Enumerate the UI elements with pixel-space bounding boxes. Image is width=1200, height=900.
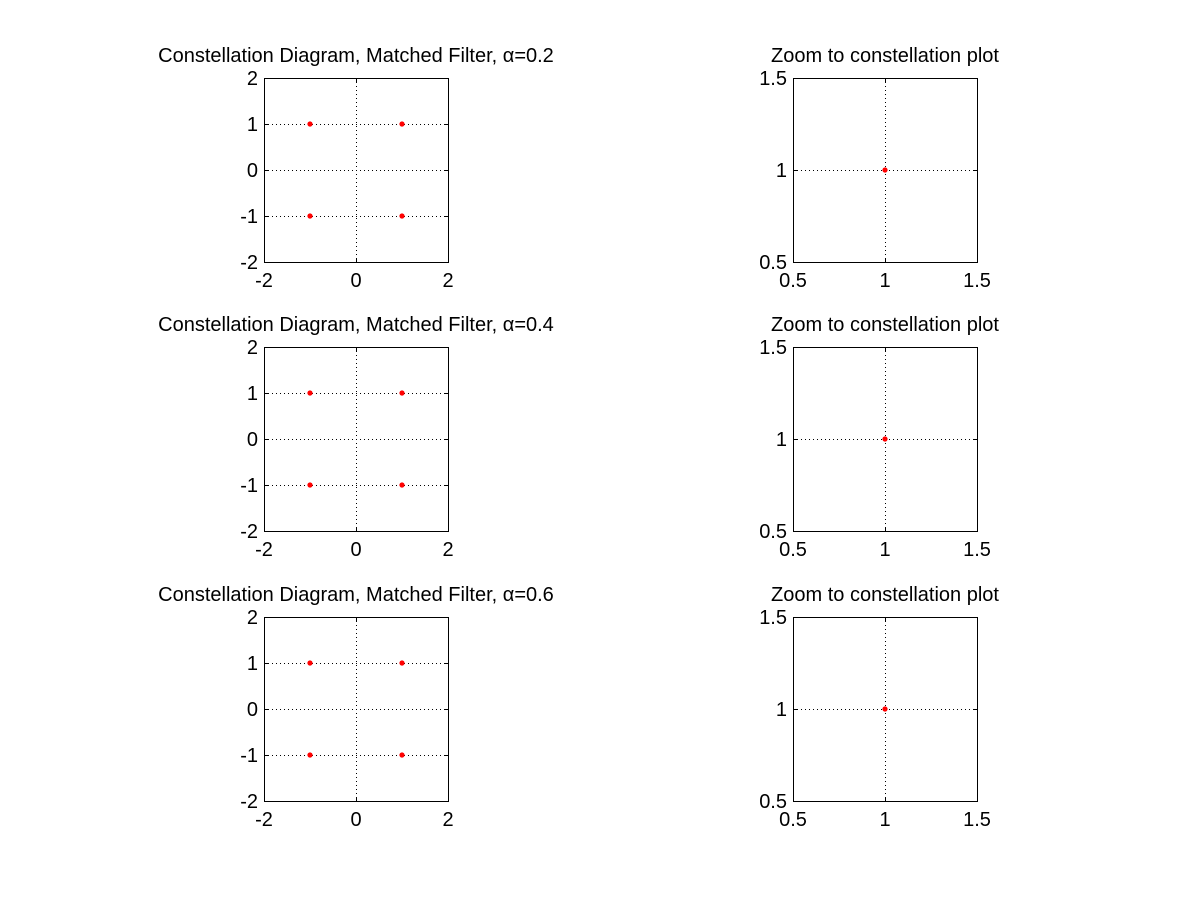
y-tick-label: 2 bbox=[247, 337, 258, 359]
x-tick-label: 1.5 bbox=[963, 809, 991, 831]
y-tick-label: -2 bbox=[240, 791, 258, 813]
x-tick-label: -2 bbox=[255, 539, 273, 561]
y-tick-label: 1.5 bbox=[759, 68, 787, 90]
constellation-point bbox=[399, 752, 405, 758]
constellation-point bbox=[399, 390, 405, 396]
constellation-point bbox=[399, 213, 405, 219]
x-tick-label: -2 bbox=[255, 270, 273, 292]
panel-title: Zoom to constellation plot bbox=[771, 314, 999, 336]
constellation-point bbox=[307, 660, 313, 666]
y-tick-label: 1 bbox=[776, 160, 787, 182]
x-tick-label: 1.5 bbox=[963, 539, 991, 561]
constellation-point bbox=[307, 121, 313, 127]
y-tick-label: -2 bbox=[240, 252, 258, 274]
y-tick-label: 0.5 bbox=[759, 521, 787, 543]
panel-constellation-alpha-0.4: Constellation Diagram, Matched Filter, α… bbox=[158, 314, 554, 561]
x-tick-label: 2 bbox=[442, 809, 453, 831]
y-tick-label: 2 bbox=[247, 68, 258, 90]
constellation-point bbox=[399, 482, 405, 488]
x-tick-label: 1.5 bbox=[963, 270, 991, 292]
constellation-point bbox=[307, 482, 313, 488]
x-tick-label: 1 bbox=[879, 809, 890, 831]
y-tick-label: 1 bbox=[247, 114, 258, 136]
panel-zoom-alpha-0.6: Zoom to constellation plot 0.5 1 1.5 0.5 1 1.5 bbox=[759, 584, 999, 831]
y-tick-label: 1 bbox=[776, 699, 787, 721]
constellation-point bbox=[882, 436, 888, 442]
x-tick-label: 1 bbox=[879, 539, 890, 561]
constellation-point bbox=[307, 213, 313, 219]
y-tick-label: -1 bbox=[240, 206, 258, 228]
x-tick-label: 0.5 bbox=[779, 809, 807, 831]
panel-title: Constellation Diagram, Matched Filter, α… bbox=[158, 314, 554, 336]
panel-title: Constellation Diagram, Matched Filter, α… bbox=[158, 45, 554, 67]
constellation-point bbox=[882, 167, 888, 173]
constellation-point bbox=[307, 390, 313, 396]
panel-title: Zoom to constellation plot bbox=[771, 45, 999, 67]
y-tick-label: 0.5 bbox=[759, 791, 787, 813]
panel-constellation-alpha-0.6: Constellation Diagram, Matched Filter, α… bbox=[158, 584, 554, 831]
y-tick-label: -1 bbox=[240, 745, 258, 767]
panel-zoom-alpha-0.4: Zoom to constellation plot 0.5 1 1.5 0.5 1 1.5 bbox=[759, 314, 999, 561]
x-tick-label: -2 bbox=[255, 809, 273, 831]
y-tick-label: 0 bbox=[247, 160, 258, 182]
y-tick-label: 1 bbox=[247, 383, 258, 405]
panel-zoom-alpha-0.2: Zoom to constellation plot 0.5 1 1.5 0.5 1 1.5 bbox=[759, 45, 999, 292]
x-tick-label: 1 bbox=[879, 270, 890, 292]
x-tick-label: 2 bbox=[442, 539, 453, 561]
y-tick-label: -1 bbox=[240, 475, 258, 497]
constellation-point bbox=[399, 121, 405, 127]
y-tick-label: 1.5 bbox=[759, 607, 787, 629]
panel-title: Constellation Diagram, Matched Filter, α… bbox=[158, 584, 554, 606]
y-tick-label: 0 bbox=[247, 699, 258, 721]
y-tick-label: 0 bbox=[247, 429, 258, 451]
x-tick-label: 0 bbox=[350, 270, 361, 292]
panel-constellation-alpha-0.2: Constellation Diagram, Matched Filter, α… bbox=[158, 45, 554, 292]
panel-title: Zoom to constellation plot bbox=[771, 584, 999, 606]
x-tick-label: 2 bbox=[442, 270, 453, 292]
y-tick-label: 1 bbox=[776, 429, 787, 451]
x-tick-label: 0 bbox=[350, 809, 361, 831]
constellation-point bbox=[399, 660, 405, 666]
x-tick-label: 0 bbox=[350, 539, 361, 561]
constellation-point bbox=[882, 706, 888, 712]
x-tick-label: 0.5 bbox=[779, 539, 807, 561]
y-tick-label: 2 bbox=[247, 607, 258, 629]
x-tick-label: 0.5 bbox=[779, 270, 807, 292]
y-tick-label: 0.5 bbox=[759, 252, 787, 274]
y-tick-label: -2 bbox=[240, 521, 258, 543]
y-tick-label: 1.5 bbox=[759, 337, 787, 359]
y-tick-label: 1 bbox=[247, 653, 258, 675]
constellation-point bbox=[307, 752, 313, 758]
